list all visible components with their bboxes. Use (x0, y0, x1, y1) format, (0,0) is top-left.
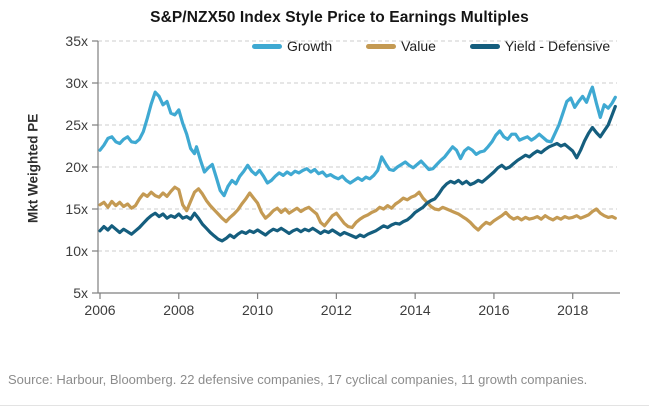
legend-label-yield-defensive: Yield - Defensive (504, 38, 611, 54)
y-tick-label: 5x (73, 285, 88, 301)
y-axis-title: Mkt Weighted PE (25, 113, 41, 224)
y-tick-label: 25x (65, 117, 88, 133)
y-tick-label: 20x (65, 159, 88, 175)
growth-line-swatch-icon (252, 43, 282, 49)
yield-defensive-line-swatch-icon (469, 43, 500, 49)
x-tick-label: 2008 (163, 302, 194, 318)
value-line-swatch-icon (366, 43, 397, 49)
y-tick-label: 15x (65, 201, 88, 217)
y-tick-label: 35x (65, 33, 88, 49)
legend: Growth Value Yield - Defensive (252, 38, 610, 54)
legend-label-value: Value (401, 38, 436, 54)
x-tick-label: 2014 (400, 302, 431, 318)
series-line-yield-defensive (98, 104, 617, 243)
legend-item-growth: Growth (252, 38, 332, 54)
chart-title: S&P/NZX50 Index Style Price to Earnings … (150, 9, 529, 26)
x-tick-label: 2012 (321, 302, 352, 318)
legend-item-yield-defensive: Yield - Defensive (469, 38, 611, 54)
series-line-value (98, 185, 617, 232)
legend-item-value: Value (366, 38, 436, 54)
source-note: Source: Harbour, Bloomberg. 22 defensive… (8, 372, 588, 387)
x-tick-label: 2016 (478, 302, 509, 318)
x-tick-label: 2006 (84, 302, 115, 318)
x-tick-label: 2010 (242, 302, 273, 318)
y-tick-label: 30x (65, 75, 88, 91)
series-line-growth (98, 85, 617, 198)
y-tick-label: 10x (65, 243, 88, 259)
x-tick-label: 2018 (557, 302, 588, 318)
legend-label-growth: Growth (287, 38, 333, 54)
